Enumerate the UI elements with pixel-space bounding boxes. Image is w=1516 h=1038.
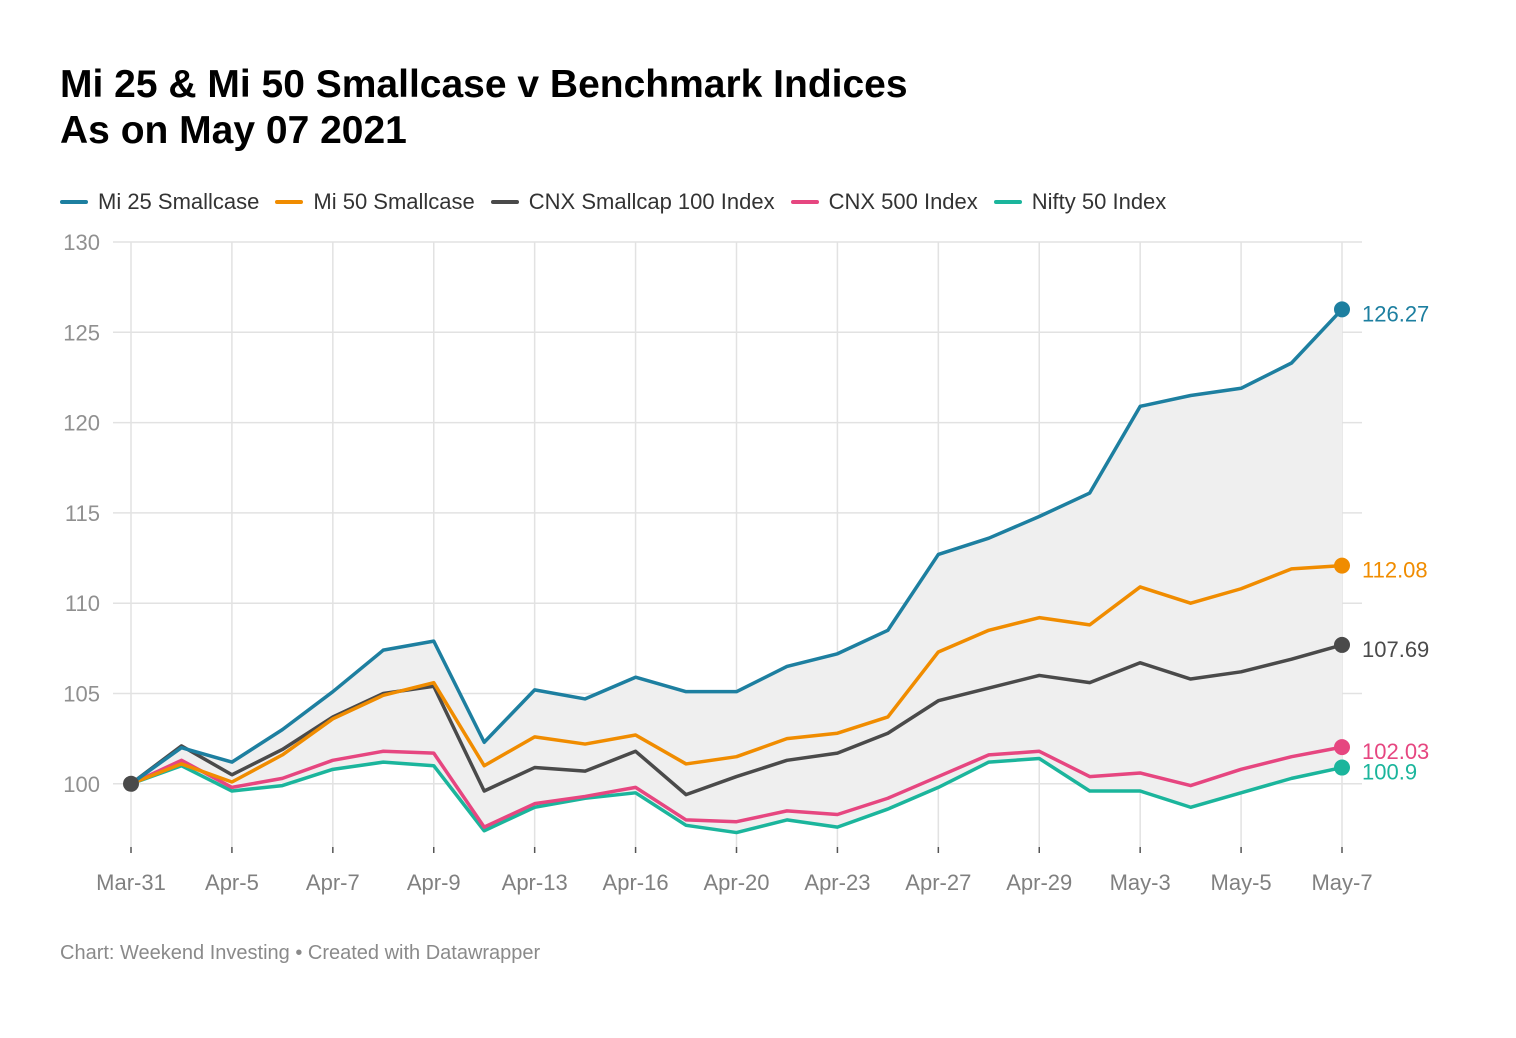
legend-swatch xyxy=(790,200,819,204)
series-line-cnx-500-index xyxy=(129,745,1344,829)
y-tick-label: 125 xyxy=(63,320,100,345)
series-line-mi-50-smallcase xyxy=(129,563,1344,786)
x-tick-label: May-3 xyxy=(1110,870,1171,895)
y-tick-label: 130 xyxy=(63,230,100,255)
end-label-mi-50-smallcase: 112.08 xyxy=(1362,558,1428,583)
series-layer xyxy=(123,301,1350,835)
legend-swatch xyxy=(60,200,88,204)
start-point-marker xyxy=(123,775,139,792)
x-tick-label: Apr-9 xyxy=(407,870,461,895)
y-tick-label: 115 xyxy=(65,501,100,526)
legend-label: Mi 50 Smallcase xyxy=(313,189,475,214)
x-tick-label: Apr-16 xyxy=(603,870,669,895)
end-point-mi-50-smallcase xyxy=(1334,557,1350,574)
legend-label: CNX Smallcap 100 Index xyxy=(528,189,775,214)
chart-title: Mi 25 & Mi 50 Smallcase v Benchmark Indi… xyxy=(60,62,908,154)
x-tick-label: Mar-31 xyxy=(96,870,166,895)
legend-label: Mi 25 Smallcase xyxy=(98,189,260,214)
chart-footer: Chart: Weekend Investing • Created with … xyxy=(60,942,541,964)
legend-item-cnx-500-index: CNX 500 Index xyxy=(790,189,978,215)
chart-title-line-1: Mi 25 & Mi 50 Smallcase v Benchmark Indi… xyxy=(60,63,908,106)
x-tick-label: Apr-20 xyxy=(703,870,769,895)
x-tick-label: Apr-5 xyxy=(205,870,259,895)
chart-legend: Mi 25 Smallcase Mi 50 Smallcase CNX Smallc… xyxy=(60,188,1182,216)
line-chart: 100 105 110 115 120 125 130 Mar-31 Apr-5 Apr-7 Apr… xyxy=(63,230,1429,895)
end-label-cnx-smallcap-100-index: 107.69 xyxy=(1362,637,1429,662)
band-layer xyxy=(131,309,1342,833)
y-tick-label: 110 xyxy=(65,591,100,616)
legend-swatch xyxy=(993,200,1022,204)
legend-item-mi-25-smallcase: Mi 25 Smallcase xyxy=(60,189,259,215)
chart-title-line-2: As on May 07 2021 xyxy=(60,109,407,152)
end-point-cnx-smallcap-100-index xyxy=(1334,636,1350,653)
end-label-cnx-500-index: 102.03 xyxy=(1362,739,1429,764)
x-tick-label: Apr-29 xyxy=(1006,870,1072,895)
x-tick-label: Apr-7 xyxy=(306,870,360,895)
legend-swatch xyxy=(490,200,519,204)
series-line-mi-25-smallcase xyxy=(129,307,1344,786)
x-tick-label: May-5 xyxy=(1211,870,1272,895)
y-tick-label: 100 xyxy=(63,772,100,797)
legend-item-mi-50-smallcase: Mi 50 Smallcase xyxy=(275,189,475,215)
x-tick-label: Apr-27 xyxy=(905,870,971,895)
legend-item-cnx-smallcap-100-index: CNX Smallcap 100 Index xyxy=(490,189,775,215)
legend-item-nifty-50-index: Nifty 50 Index xyxy=(993,189,1167,215)
x-tick-label: Apr-23 xyxy=(804,870,870,895)
axis-layer: 100 105 110 115 120 125 130 Mar-31 Apr-5 Apr-7 Apr… xyxy=(63,230,1429,895)
end-point-cnx-500-index xyxy=(1334,739,1350,756)
series-line-nifty-50-index xyxy=(129,756,1344,835)
x-tick-label: Apr-13 xyxy=(502,870,568,895)
legend-label: CNX 500 Index xyxy=(828,189,978,214)
end-label-mi-25-smallcase: 126.27 xyxy=(1362,301,1429,326)
end-point-mi-25-smallcase xyxy=(1334,301,1350,318)
end-point-nifty-50-index xyxy=(1334,759,1350,776)
y-tick-label: 120 xyxy=(63,411,100,436)
legend-label: Nifty 50 Index xyxy=(1031,189,1167,214)
x-tick-label: May-7 xyxy=(1311,870,1372,895)
legend-swatch xyxy=(275,200,304,204)
range-band xyxy=(131,309,1342,833)
end-label-nifty-50-index: 100.9 xyxy=(1362,760,1417,785)
y-tick-label: 105 xyxy=(63,681,100,706)
